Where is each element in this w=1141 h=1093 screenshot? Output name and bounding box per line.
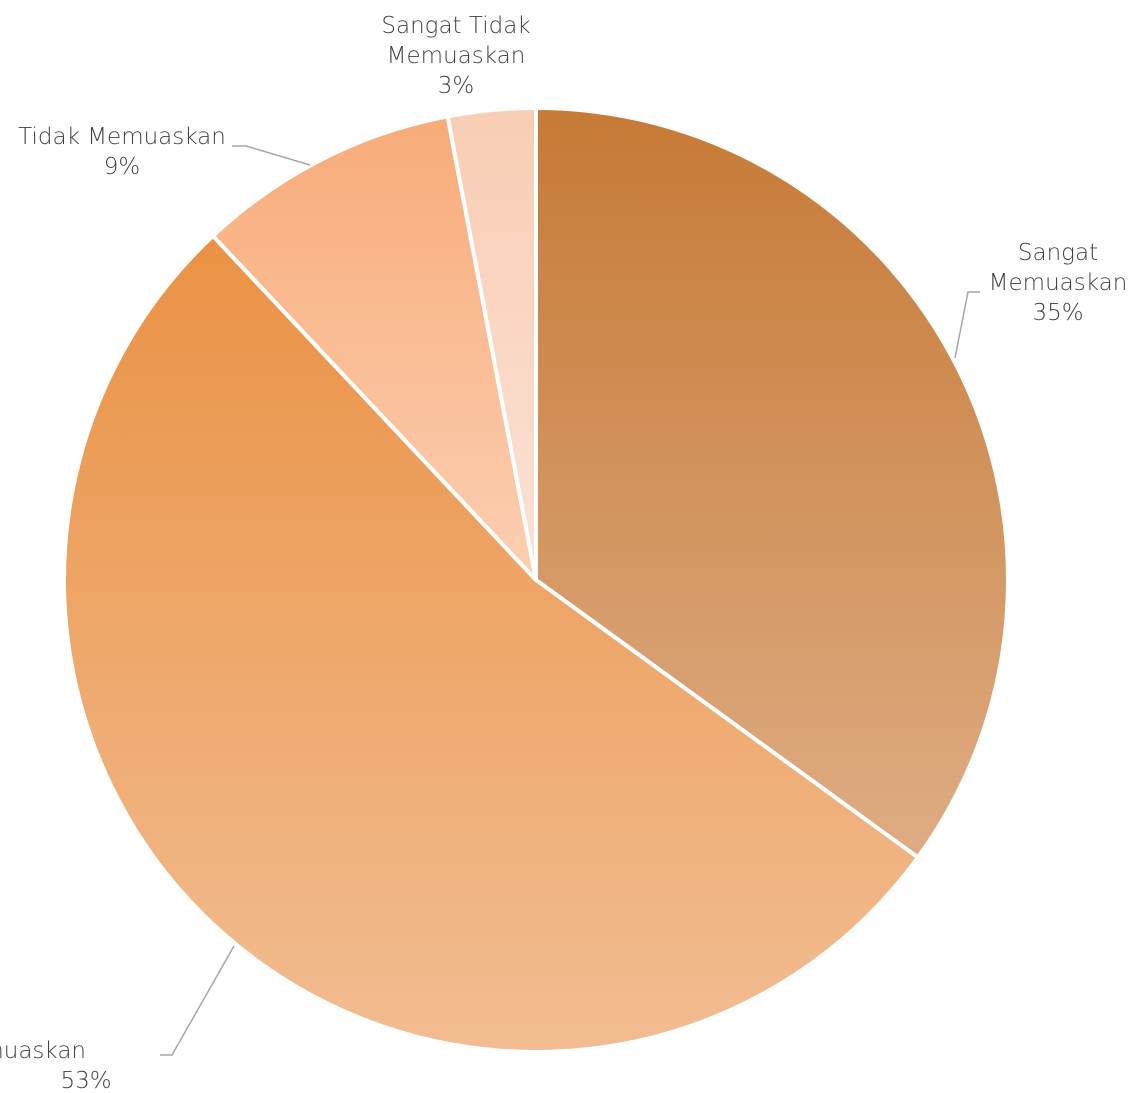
leader-line — [160, 945, 235, 1056]
data-label-name: Sangat Tidak — [381, 13, 530, 39]
data-label: Sangat Tidak Memuaskan 3% — [381, 13, 530, 99]
leader-line — [232, 145, 311, 166]
data-label: Tidak Memuaskan 9% — [18, 124, 226, 180]
pie-slice-memuaskan — [62, 233, 920, 1054]
leader-line — [954, 291, 980, 359]
pie-slices — [62, 106, 1010, 1054]
pie-slice-sangat-memuaskan — [534, 106, 1010, 860]
data-label-name: Sangat — [1018, 240, 1098, 266]
data-label-name: Tidak Memuaskan — [18, 124, 226, 150]
data-label: Memuaskan 53% — [0, 1038, 112, 1093]
data-labels: Sangat Memuaskan 35% Memuaskan 53% Tidak Memu… — [0, 13, 1127, 1093]
data-label-percent: 53% — [60, 1068, 111, 1093]
data-label-name: Memuaskan — [387, 43, 526, 69]
data-label-percent: 35% — [1032, 300, 1083, 326]
pie-slice-tidak-memuaskan — [210, 114, 538, 582]
data-label-percent: 3% — [438, 73, 475, 99]
pie-slice-sangat-tidak-memuaskan — [445, 106, 538, 582]
data-label: Sangat Memuaskan 35% — [989, 240, 1128, 326]
data-label-name: Memuaskan — [0, 1038, 86, 1064]
data-label-percent: 9% — [104, 154, 141, 180]
leader-lines — [160, 145, 980, 1056]
data-label-name: Memuaskan — [989, 270, 1128, 296]
